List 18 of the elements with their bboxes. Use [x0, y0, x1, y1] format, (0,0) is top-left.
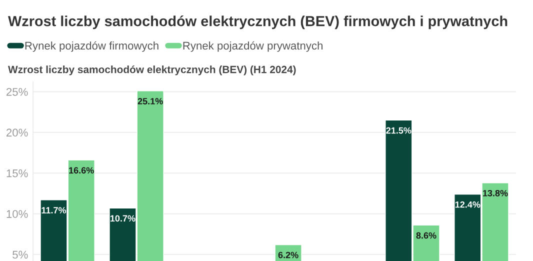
y-tick-label: 5% — [12, 250, 28, 259]
y-tick-label: 25% — [6, 88, 28, 96]
chart-subtitle: Wzrost liczby samochodów elektrycznych (BEV) (H1 2024) — [8, 65, 296, 76]
y-tick-label: 15% — [6, 169, 28, 178]
data-label: 25.1% — [138, 98, 163, 104]
data-label: 11.7% — [42, 207, 66, 214]
data-label: 8.6% — [416, 232, 436, 239]
data-label: 12.4% — [455, 201, 480, 208]
legend-label: Rynek pojazdów firmowych — [25, 41, 158, 52]
data-label: 6.2% — [278, 252, 298, 258]
data-label: 10.7% — [110, 215, 136, 222]
data-label: 21.5% — [386, 127, 412, 134]
y-tick-label: 10% — [6, 210, 28, 218]
data-label: 13.8% — [483, 190, 508, 196]
y-tick-label: 20% — [6, 128, 28, 137]
data-label: 16.6% — [69, 167, 94, 174]
chart-title: Wzrost liczby samochodów elektrycznych (BEV) firmowych i prywatnych — [8, 16, 508, 30]
legend-label: Rynek pojazdów prywatnych — [183, 41, 322, 52]
